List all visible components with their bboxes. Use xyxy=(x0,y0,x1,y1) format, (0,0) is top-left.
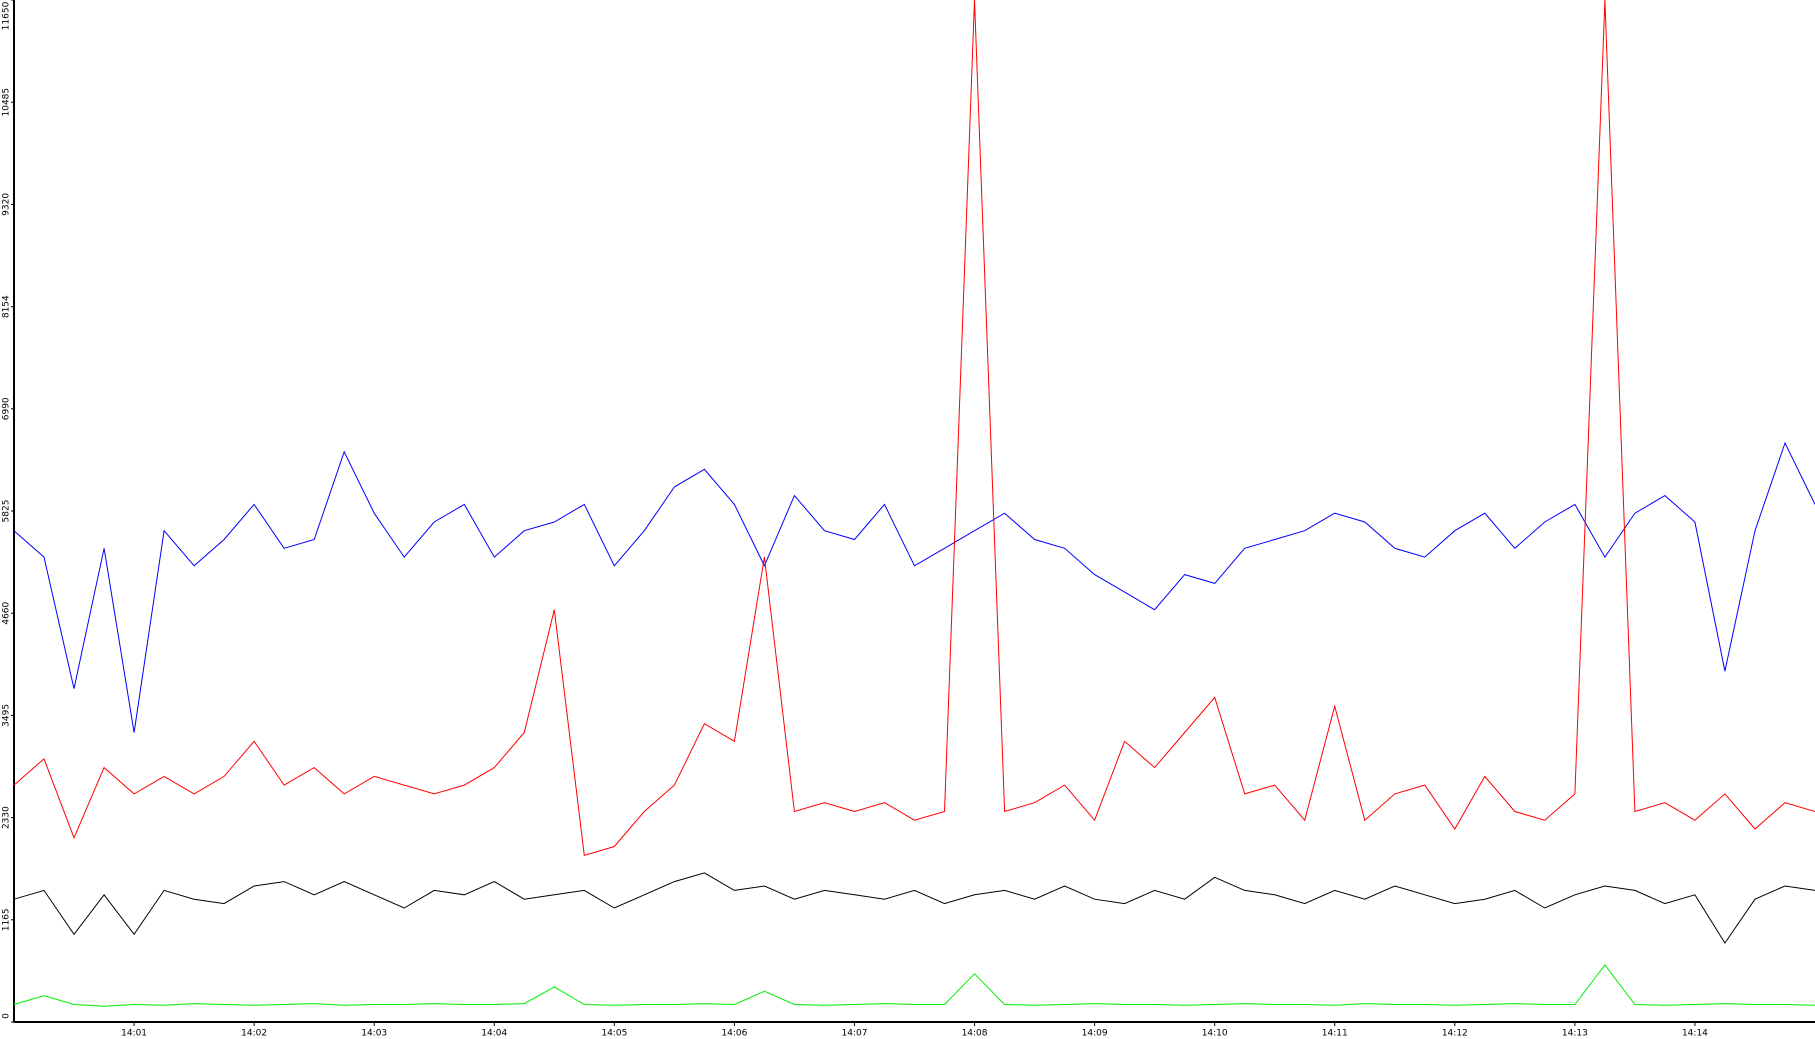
x-tick-label: 14:10 xyxy=(1202,1029,1228,1039)
x-tick-label: 14:13 xyxy=(1562,1029,1588,1039)
x-tick-label: 14:05 xyxy=(601,1029,627,1039)
x-tick-label: 14:12 xyxy=(1442,1029,1468,1039)
x-tick-label: 14:03 xyxy=(361,1029,387,1039)
x-tick-label: 14:06 xyxy=(721,1029,747,1039)
y-tick-label: 9320 xyxy=(2,193,12,216)
y-tick-label: 0 xyxy=(2,1013,12,1019)
x-tick-label: 14:08 xyxy=(962,1029,988,1039)
y-tick-label: 10485 xyxy=(2,88,12,117)
x-tick-label: 14:01 xyxy=(121,1029,147,1039)
y-tick-label: 6990 xyxy=(2,397,12,420)
y-tick-label: 8154 xyxy=(2,295,12,318)
x-tick-label: 14:02 xyxy=(241,1029,267,1039)
y-tick-label: 5825 xyxy=(2,500,12,523)
x-tick-label: 14:14 xyxy=(1682,1029,1708,1039)
y-tick-label: 3495 xyxy=(2,704,12,727)
series-line xyxy=(13,872,1815,944)
y-tick-label: 1165 xyxy=(2,908,12,931)
series-line xyxy=(13,964,1815,1007)
y-tick-label: 11650 xyxy=(2,1,12,30)
series-line xyxy=(13,441,1815,733)
y-tick-label: 2330 xyxy=(2,806,12,829)
series-line xyxy=(13,0,1815,856)
x-tick-label: 14:04 xyxy=(481,1029,507,1039)
x-tick-label: 14:09 xyxy=(1082,1029,1108,1039)
x-tick-label: 14:07 xyxy=(841,1029,867,1039)
x-tick-label: 14:11 xyxy=(1322,1029,1348,1039)
y-tick-label: 4660 xyxy=(2,601,12,624)
